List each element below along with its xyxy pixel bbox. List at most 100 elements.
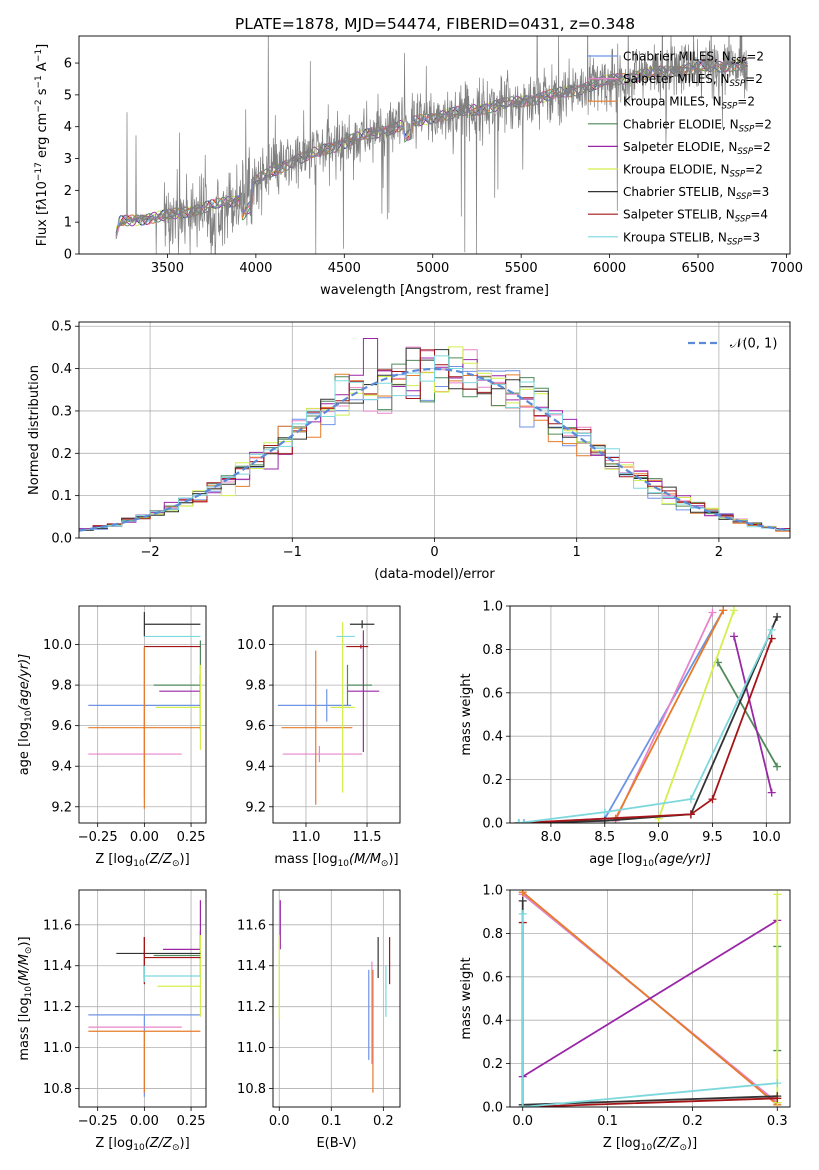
weight-line-chab-stelib <box>521 900 778 1106</box>
z-age-panel: −0.25 0.00 0.259.29.49.69.810.0Z [log10(Z/… <box>17 605 207 869</box>
y-tick-label: 9.2 <box>245 800 266 815</box>
weight-marker <box>719 606 728 615</box>
x-axis-label-part: 10 <box>133 1143 145 1153</box>
legend-label: Kroupa ELODIE, NSSP=2 <box>623 163 763 180</box>
x-axis-label-part: (Z/Z <box>145 1136 173 1151</box>
legend-label: Chabrier ELODIE, NSSP=2 <box>623 117 772 134</box>
legend-label-sub: SSP <box>731 57 747 67</box>
x-tick-label: 5000 <box>416 261 449 276</box>
x-tick-label: 0.2 <box>682 1114 703 1129</box>
x-tick-label: 1 <box>573 545 581 560</box>
figure-title: PLATE=1878, MJD=54474, FIBERID=0431, z=0… <box>235 15 635 33</box>
y-axis-label-part: 10 <box>24 986 34 998</box>
y-axis-label: mass weight <box>459 957 474 1039</box>
y-axis-label-part: (M/M <box>17 954 32 986</box>
x-tick-label: 0.00 <box>130 830 159 845</box>
x-tick-label: 7000 <box>770 261 803 276</box>
errorbar-point <box>143 965 201 983</box>
y-axis-label: mass [log10(M/M⊙)] <box>17 936 34 1060</box>
legend-label-sub: SSP <box>739 124 755 134</box>
legend-label-suffix: =3 <box>743 230 761 244</box>
x-tick-label: 5500 <box>505 261 538 276</box>
weight-line-salp-elodie <box>733 636 773 793</box>
z-mass-plot-area <box>88 900 201 1097</box>
x-tick-label: 0.25 <box>177 830 206 845</box>
x-tick-label: 10.0 <box>752 830 781 845</box>
weight-marker <box>686 810 695 819</box>
legend-label-sub: SSP <box>735 215 751 225</box>
axes-frame <box>509 605 791 824</box>
z-weight-plot-area <box>518 890 782 1107</box>
weight-line-salp-stelib <box>521 922 778 1107</box>
z-age-plot-area <box>88 612 201 809</box>
y-tick-label: 5 <box>64 88 72 103</box>
y-tick-label: 0.8 <box>482 643 503 658</box>
legend-label-name: Kroupa STELIB, N <box>623 230 727 244</box>
x-axis-label-part: 10 <box>641 1143 653 1153</box>
errorbar-point <box>349 620 375 629</box>
y-tick-label: 11.0 <box>237 1041 266 1056</box>
y-axis-label: age [log10(age/yr)] <box>17 654 34 776</box>
weight-marker <box>686 795 695 804</box>
y-tick-label: 0.0 <box>51 532 72 547</box>
y-tick-label: 0.6 <box>482 970 503 985</box>
y-tick-label: 0.1 <box>51 489 72 504</box>
errorbar-point <box>347 630 380 753</box>
x-tick-label: 6500 <box>681 261 714 276</box>
x-axis-label-part: ⊙ <box>381 859 389 869</box>
legend-label: Chabrier STELIB, NSSP=3 <box>623 185 769 202</box>
y-axis-label-part: s <box>35 88 50 99</box>
y-tick-label: 9.8 <box>245 679 266 694</box>
x-tick-label: −0.25 <box>78 1114 118 1129</box>
weight-marker <box>518 890 527 897</box>
x-axis-label-part: (Z/Z <box>145 852 173 867</box>
y-tick-label: 11.2 <box>43 1000 72 1015</box>
legend-label: Salpeter STELIB, NSSP=4 <box>623 208 768 225</box>
errorbar-point <box>346 644 369 649</box>
errorbar-point <box>153 640 201 730</box>
y-tick-label: 0.5 <box>51 320 72 335</box>
age-weight-plot-area <box>514 606 782 823</box>
y-tick-label: 9.2 <box>51 800 72 815</box>
age-weight-panel: 8.0 8.5 9.0 9.5 10.0 0.0 0.2 0.4 0.6 0.8 1.0 mass w… <box>459 600 791 869</box>
y-tick-label: 11.6 <box>43 918 72 933</box>
y-axis-label-part: Flux [f <box>35 205 50 246</box>
residuals-plot-area <box>79 338 790 533</box>
legend-label: Kroupa STELIB, NSSP=3 <box>623 230 760 247</box>
weight-line-chab-miles <box>523 609 724 823</box>
y-tick-label: 0.2 <box>482 773 503 788</box>
legend-label-sub: SSP <box>730 170 746 180</box>
y-tick-label: 3 <box>64 152 72 167</box>
x-tick-label: 0.3 <box>767 1114 788 1129</box>
x-tick-label: 0.2 <box>373 1114 394 1129</box>
mass-age-plot-area <box>277 620 380 805</box>
x-tick-label: 11.0 <box>291 830 320 845</box>
legend-label-suffix: =2 <box>745 163 763 177</box>
y-axis-label-part: 10 <box>24 710 34 722</box>
histogram-krou-stelib <box>79 355 790 533</box>
weight-line-krou-elodie <box>657 609 735 820</box>
mass-age-panel: 11.0 11.5 9.2 9.4 9.6 9.8 10.0 mass [log10(M/M⊙… <box>237 605 401 869</box>
errorbar-point <box>155 664 201 750</box>
errorbar-point <box>159 674 201 708</box>
legend-label: Salpeter ELODIE, NSSP=2 <box>623 140 771 157</box>
x-tick-label: 9.0 <box>648 830 669 845</box>
y-axis-label-part: ] <box>35 44 50 49</box>
legend-label-suffix: =2 <box>746 50 764 64</box>
errorbar-point <box>88 709 182 799</box>
y-tick-label: 11.2 <box>237 1000 266 1015</box>
y-tick-label: 1.0 <box>482 884 503 899</box>
spectrum-plot-area <box>115 36 748 254</box>
y-tick-label: 11.0 <box>43 1041 72 1056</box>
legend-label-suffix: =2 <box>754 117 772 131</box>
weight-marker <box>708 608 717 617</box>
x-tick-label: 0.1 <box>597 1114 618 1129</box>
y-axis-label-part: −1 <box>34 75 44 88</box>
y-axis-label-part: mass [log <box>17 997 32 1060</box>
legend-label-name: Chabrier STELIB, N <box>623 185 736 199</box>
legend-label: Salpeter MILES, NSSP=2 <box>623 72 763 89</box>
y-axis-label-part: −1 <box>34 49 44 62</box>
x-axis-label: Z [log10(Z/Z⊙)] <box>95 852 189 869</box>
y-axis-label-part: −17 <box>34 162 44 181</box>
y-axis-label-part: ⊙ <box>24 947 34 955</box>
